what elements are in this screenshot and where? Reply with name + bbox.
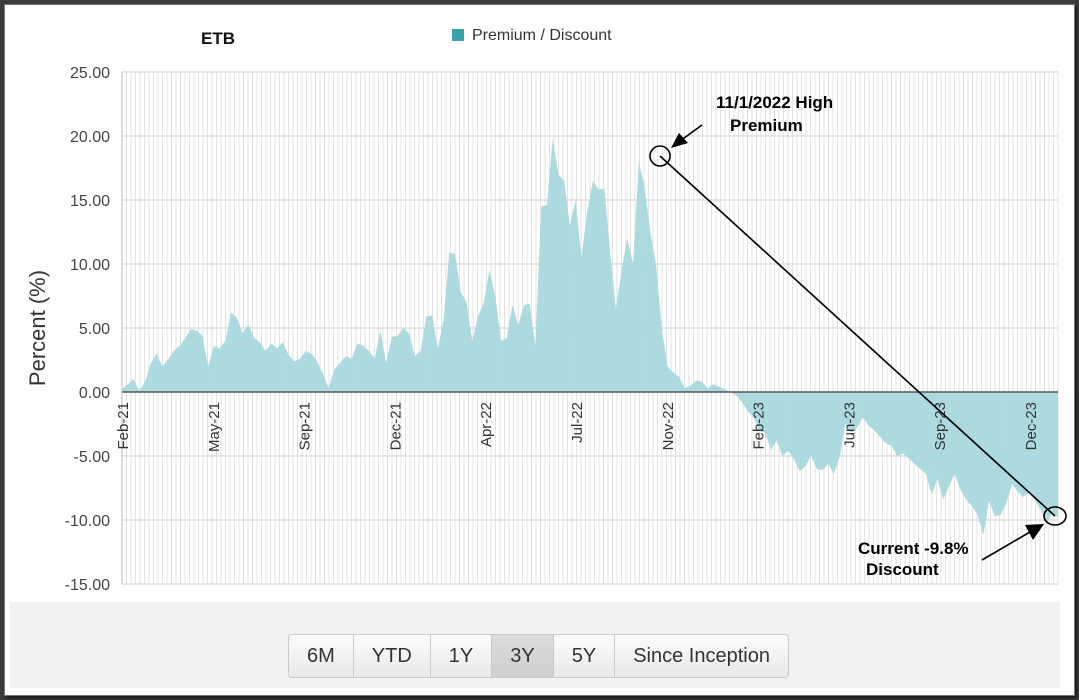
y-tick-label: 15.00 bbox=[70, 193, 110, 210]
fund-label: ETB bbox=[201, 29, 235, 48]
current-arrow-head bbox=[1025, 524, 1044, 540]
x-tick-label: Sep-21 bbox=[297, 402, 314, 450]
y-tick-label: 25.00 bbox=[70, 65, 110, 82]
legend-swatch[interactable] bbox=[452, 29, 464, 41]
x-tick-label: Jul-22 bbox=[569, 402, 586, 443]
y-tick-label: 0.00 bbox=[79, 385, 110, 402]
x-tick-label: Dec-21 bbox=[387, 402, 404, 450]
y-tick-label: -5.00 bbox=[74, 449, 111, 466]
trend-line bbox=[659, 155, 1056, 517]
y-tick-labels: 25.00 20.00 15.00 10.00 5.00 0.00 -5.00 -10.00 -… bbox=[65, 65, 110, 594]
y-tick-label: 10.00 bbox=[70, 257, 110, 274]
x-tick-label: Sep-23 bbox=[932, 402, 949, 450]
range-button-since-inception[interactable]: Since Inception bbox=[615, 635, 788, 677]
range-selector: 6M YTD 1Y 3Y 5Y Since Inception bbox=[288, 634, 789, 678]
x-tick-label: Dec-23 bbox=[1023, 402, 1040, 450]
range-button-6m[interactable]: 6M bbox=[289, 635, 354, 677]
high-annotation-line1: 11/1/2022 High bbox=[716, 93, 833, 112]
range-button-5y[interactable]: 5Y bbox=[553, 635, 616, 677]
x-tick-label: Feb-23 bbox=[751, 402, 768, 450]
premium-discount-area bbox=[122, 138, 1058, 536]
current-discount-marker bbox=[1043, 506, 1067, 526]
current-annotation-line2: Discount bbox=[866, 560, 939, 579]
grid bbox=[121, 71, 1059, 585]
range-button-ytd[interactable]: YTD bbox=[353, 635, 431, 677]
y-tick-label: 5.00 bbox=[79, 321, 110, 338]
y-axis-label: Percent (%) bbox=[25, 270, 50, 386]
x-tick-label: May-21 bbox=[206, 402, 223, 452]
annotations: 11/1/2022 High Premium Current -9.8% Dis… bbox=[649, 93, 1067, 579]
high-arrow-head bbox=[671, 133, 688, 148]
axes bbox=[121, 72, 1058, 584]
x-tick-label: Feb-21 bbox=[115, 402, 132, 450]
y-tick-label: 20.00 bbox=[70, 129, 110, 146]
current-arrow-shaft bbox=[981, 531, 1031, 561]
y-tick-label: -15.00 bbox=[65, 577, 110, 594]
range-button-3y[interactable]: 3Y bbox=[492, 635, 554, 677]
x-tick-labels: Feb-21 May-21 Sep-21 Dec-21 Apr-22 Jul-22 Nov-… bbox=[115, 402, 1040, 452]
x-tick-label: Nov-22 bbox=[660, 402, 677, 450]
legend-label[interactable]: Premium / Discount bbox=[472, 27, 612, 44]
y-tick-label: -10.00 bbox=[65, 513, 110, 530]
x-tick-label: Jun-23 bbox=[841, 402, 858, 448]
high-annotation-line2: Premium bbox=[730, 116, 803, 135]
range-button-1y[interactable]: 1Y bbox=[430, 635, 493, 677]
current-annotation-line1: Current -9.8% bbox=[858, 539, 969, 558]
x-tick-label: Apr-22 bbox=[478, 402, 495, 447]
area-series bbox=[122, 138, 1058, 536]
high-premium-marker bbox=[649, 145, 671, 167]
